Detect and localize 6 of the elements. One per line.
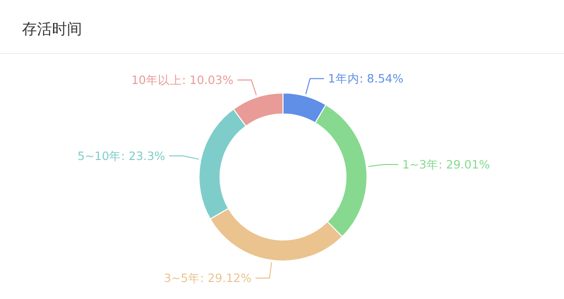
slice-label: 5~10年: 23.3%: [78, 148, 166, 163]
slice-label: 1~3年: 29.01%: [402, 158, 490, 172]
slice-label: 1年内: 8.54%: [328, 72, 404, 86]
slice-label: 10年以上: 10.03%: [131, 73, 234, 88]
slice-label: 3~5年: 29.12%: [164, 271, 252, 286]
chart-title: 存活时间: [22, 20, 82, 38]
